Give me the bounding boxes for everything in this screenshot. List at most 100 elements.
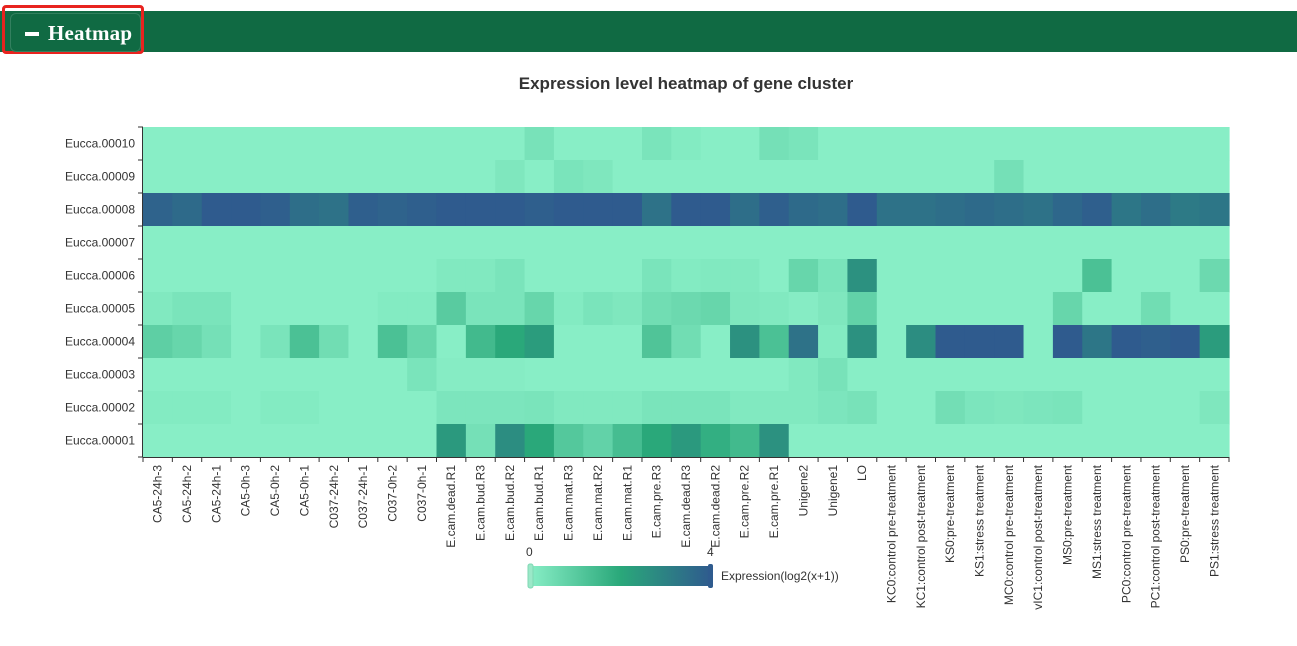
heatmap-cell[interactable]: [906, 127, 937, 161]
heatmap-cell[interactable]: [876, 424, 907, 458]
heatmap-cell[interactable]: [231, 127, 261, 161]
heatmap-cell[interactable]: [1199, 226, 1230, 260]
heatmap-cell[interactable]: [964, 127, 995, 161]
heatmap-cell[interactable]: [377, 127, 408, 161]
heatmap-cell[interactable]: [1052, 358, 1083, 392]
heatmap-cell[interactable]: [700, 292, 731, 326]
heatmap-cell[interactable]: [847, 325, 878, 359]
heatmap-cell[interactable]: [671, 127, 702, 161]
heatmap-cell[interactable]: [641, 193, 672, 227]
heatmap-cell[interactable]: [436, 127, 467, 161]
heatmap-cell[interactable]: [348, 424, 379, 458]
heatmap-cell[interactable]: [553, 391, 584, 425]
heatmap-cell[interactable]: [906, 226, 937, 260]
heatmap-cell[interactable]: [700, 358, 731, 392]
heatmap-cell[interactable]: [612, 391, 643, 425]
heatmap-cell[interactable]: [1170, 424, 1201, 458]
heatmap-cell[interactable]: [847, 127, 878, 161]
heatmap-cell[interactable]: [201, 160, 232, 194]
heatmap-cell[interactable]: [407, 127, 438, 161]
heatmap-cell[interactable]: [143, 358, 173, 392]
heatmap-cell[interactable]: [143, 193, 173, 227]
heatmap-cell[interactable]: [788, 259, 819, 293]
heatmap-cell[interactable]: [1082, 325, 1113, 359]
heatmap-cell[interactable]: [1170, 358, 1201, 392]
heatmap-cell[interactable]: [377, 424, 408, 458]
heatmap-cell[interactable]: [964, 259, 995, 293]
heatmap-cell[interactable]: [935, 127, 966, 161]
heatmap-cell[interactable]: [377, 226, 408, 260]
heatmap-cell[interactable]: [700, 127, 731, 161]
heatmap-cell[interactable]: [671, 391, 702, 425]
heatmap-cell[interactable]: [553, 127, 584, 161]
heatmap-cell[interactable]: [289, 226, 320, 260]
heatmap-cell[interactable]: [436, 160, 467, 194]
heatmap-cell[interactable]: [906, 292, 937, 326]
heatmap-cell[interactable]: [671, 226, 702, 260]
heatmap-cell[interactable]: [1023, 259, 1054, 293]
heatmap-cell[interactable]: [671, 424, 702, 458]
heatmap-cell[interactable]: [1082, 226, 1113, 260]
heatmap-cell[interactable]: [759, 127, 790, 161]
heatmap-cell[interactable]: [1111, 259, 1142, 293]
heatmap-cell[interactable]: [700, 325, 731, 359]
heatmap-cell[interactable]: [260, 292, 291, 326]
legend-min-handle[interactable]: [527, 563, 534, 589]
heatmap-cell[interactable]: [172, 325, 203, 359]
heatmap-cell[interactable]: [612, 358, 643, 392]
heatmap-cell[interactable]: [700, 226, 731, 260]
heatmap-cell[interactable]: [994, 325, 1025, 359]
heatmap-cell[interactable]: [231, 259, 261, 293]
heatmap-cell[interactable]: [319, 358, 350, 392]
heatmap-cell[interactable]: [143, 292, 173, 326]
heatmap-cell[interactable]: [876, 292, 907, 326]
heatmap-cell[interactable]: [1140, 259, 1171, 293]
heatmap-cell[interactable]: [788, 226, 819, 260]
heatmap-cell[interactable]: [1052, 292, 1083, 326]
heatmap-cell[interactable]: [553, 160, 584, 194]
heatmap-cell[interactable]: [436, 292, 467, 326]
heatmap-cell[interactable]: [1111, 127, 1142, 161]
heatmap-cell[interactable]: [319, 424, 350, 458]
heatmap-cell[interactable]: [524, 391, 555, 425]
heatmap-cell[interactable]: [730, 292, 760, 326]
heatmap-cell[interactable]: [1023, 424, 1054, 458]
heatmap-cell[interactable]: [788, 391, 819, 425]
heatmap-cell[interactable]: [641, 424, 672, 458]
heatmap-cell[interactable]: [465, 358, 496, 392]
heatmap-cell[interactable]: [1082, 391, 1113, 425]
heatmap-cell[interactable]: [407, 325, 438, 359]
heatmap-cell[interactable]: [759, 226, 790, 260]
heatmap-cell[interactable]: [935, 325, 966, 359]
heatmap-cell[interactable]: [553, 259, 584, 293]
heatmap-cell[interactable]: [1140, 160, 1171, 194]
heatmap-cell[interactable]: [906, 391, 937, 425]
heatmap-cell[interactable]: [319, 292, 350, 326]
heatmap-cell[interactable]: [583, 325, 614, 359]
heatmap-cell[interactable]: [641, 358, 672, 392]
heatmap-cell[interactable]: [436, 193, 467, 227]
heatmap-cell[interactable]: [143, 391, 173, 425]
heatmap-cell[interactable]: [289, 259, 320, 293]
heatmap-cell[interactable]: [612, 193, 643, 227]
heatmap-cell[interactable]: [847, 358, 878, 392]
heatmap-cell[interactable]: [1199, 391, 1230, 425]
heatmap-cell[interactable]: [1111, 160, 1142, 194]
heatmap-cell[interactable]: [612, 127, 643, 161]
heatmap-cell[interactable]: [289, 358, 320, 392]
heatmap-cell[interactable]: [935, 424, 966, 458]
heatmap-cell[interactable]: [994, 226, 1025, 260]
heatmap-cell[interactable]: [876, 391, 907, 425]
heatmap-cell[interactable]: [1023, 160, 1054, 194]
heatmap-cell[interactable]: [876, 193, 907, 227]
heatmap-cell[interactable]: [1140, 358, 1171, 392]
heatmap-cell[interactable]: [143, 325, 173, 359]
heatmap-cell[interactable]: [1023, 358, 1054, 392]
heatmap-cell[interactable]: [818, 259, 849, 293]
heatmap-cell[interactable]: [524, 127, 555, 161]
heatmap-cell[interactable]: [348, 325, 379, 359]
heatmap-cell[interactable]: [289, 292, 320, 326]
heatmap-cell[interactable]: [495, 391, 526, 425]
heatmap-cell[interactable]: [583, 391, 614, 425]
heatmap-cell[interactable]: [641, 259, 672, 293]
